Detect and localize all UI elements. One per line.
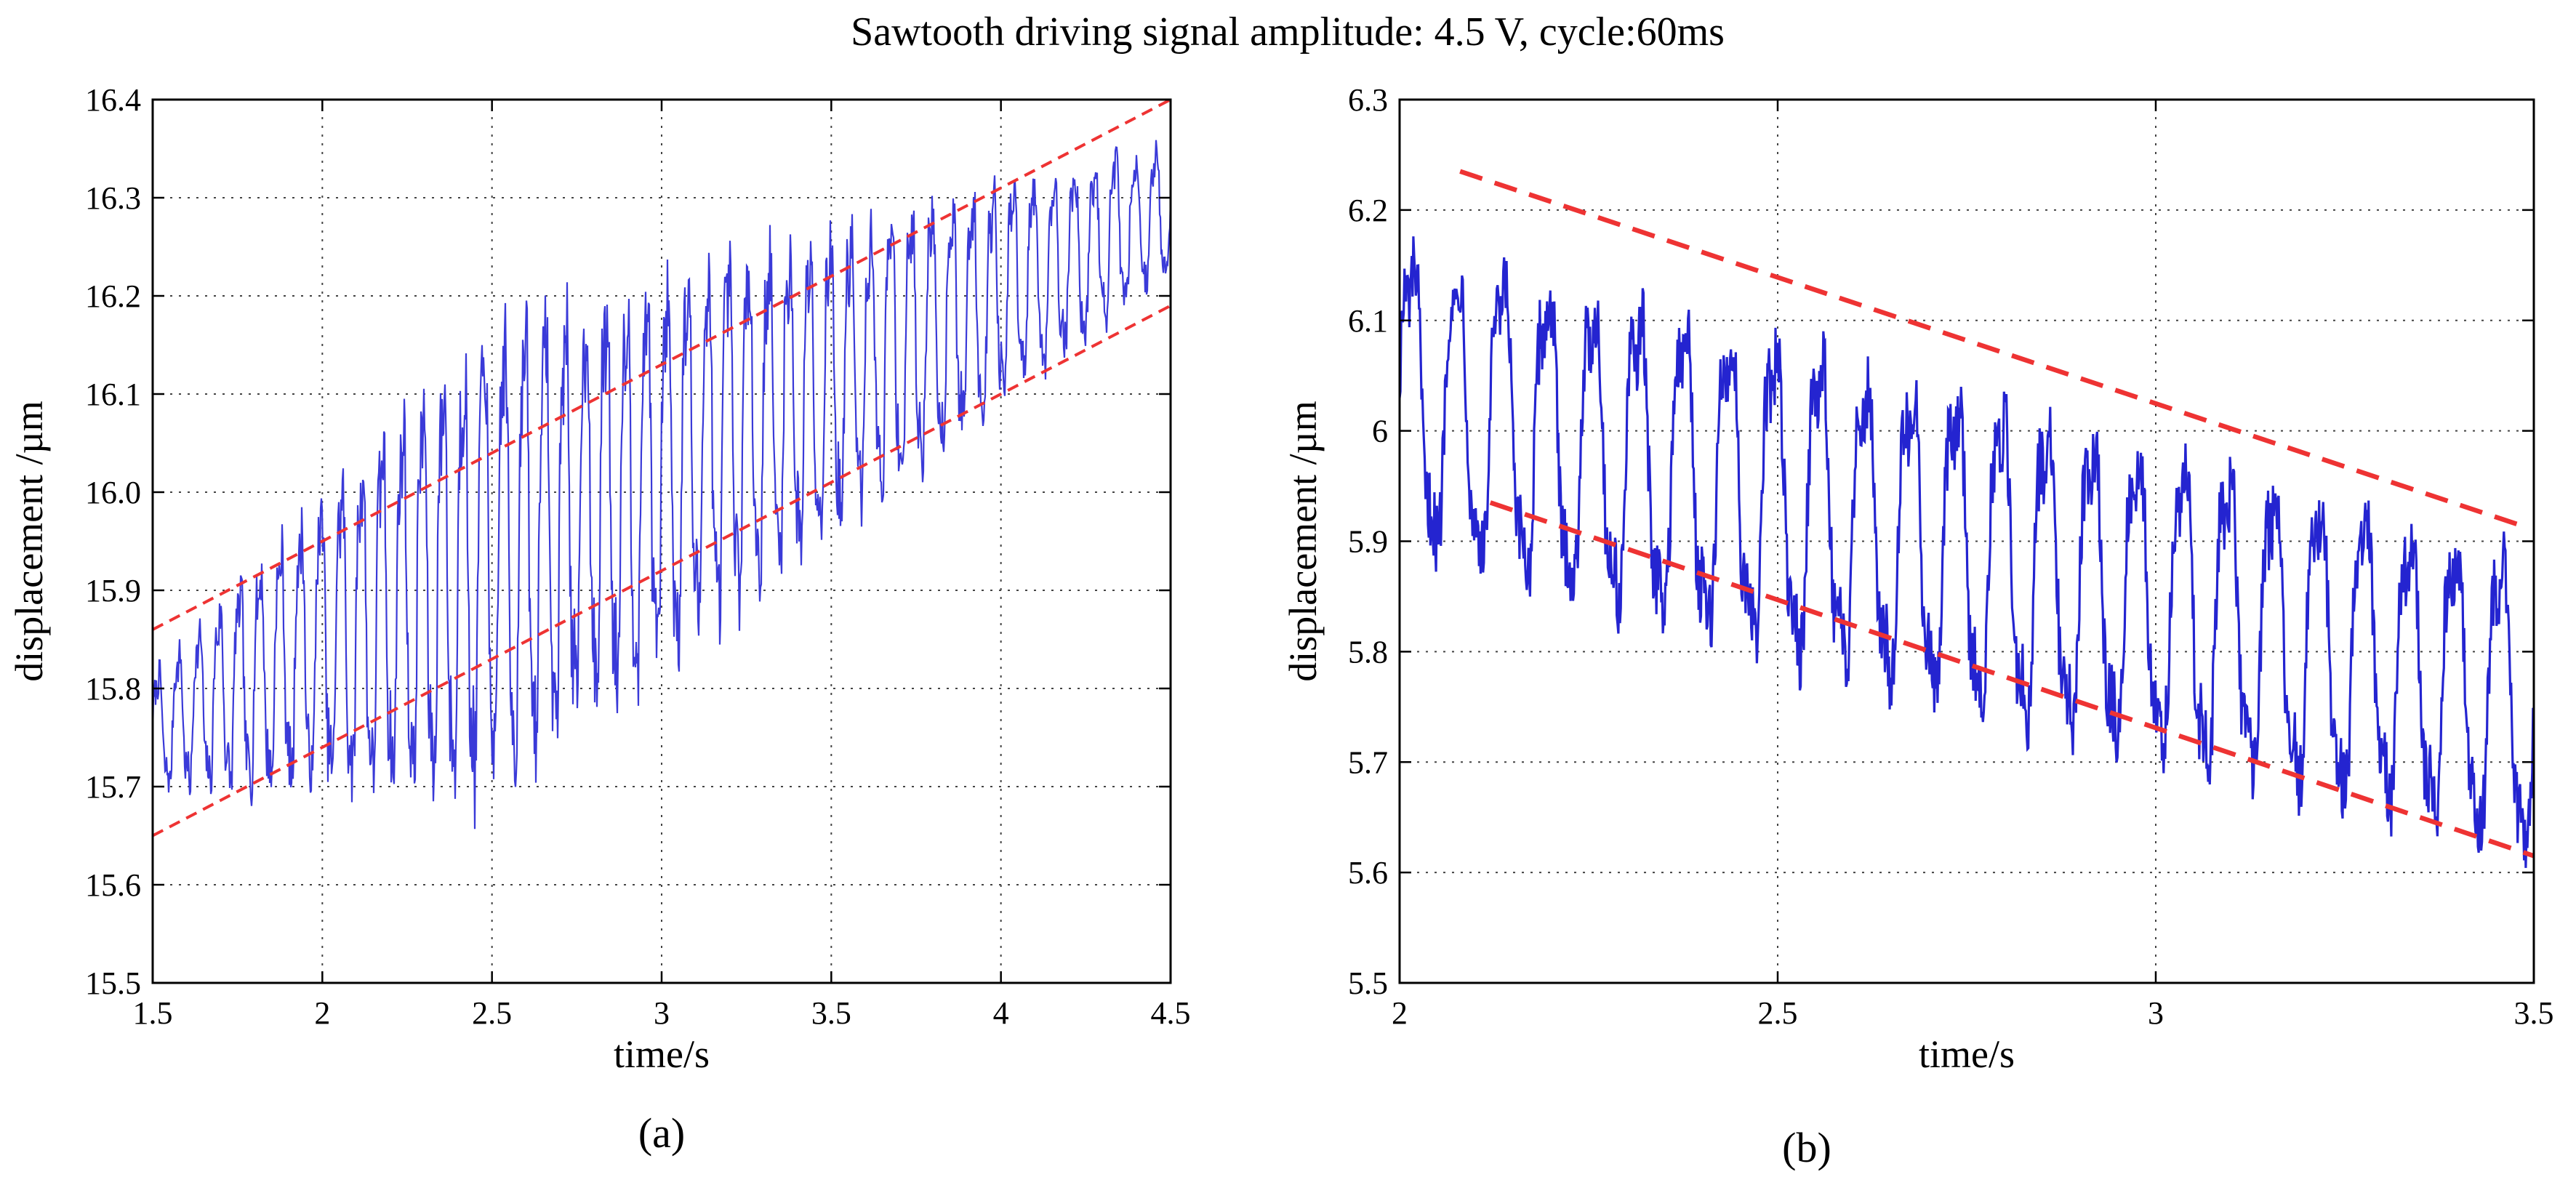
panel-label: (a) — [638, 1109, 685, 1157]
x-axis-label: time/s — [1919, 1032, 2015, 1076]
y-tick-label: 15.7 — [85, 769, 141, 805]
panel-label: (b) — [1782, 1124, 1831, 1171]
y-tick-label: 5.8 — [1348, 634, 1388, 670]
x-tick-label: 1.5 — [133, 995, 173, 1031]
x-tick-label: 3.5 — [2514, 995, 2554, 1031]
y-axis-label: displacement /µm — [7, 401, 51, 682]
x-tick-label: 2 — [1392, 995, 1408, 1031]
x-axis-label: time/s — [614, 1032, 710, 1076]
y-tick-label: 15.8 — [85, 671, 141, 707]
y-tick-label: 5.7 — [1348, 744, 1388, 780]
figure-title: Sawtooth driving signal amplitude: 4.5 V… — [851, 9, 1725, 55]
y-tick-label: 15.5 — [85, 965, 141, 1001]
y-tick-label: 16.1 — [85, 377, 141, 412]
y-tick-label: 5.5 — [1348, 965, 1388, 1001]
series-line-displacement — [153, 140, 1171, 830]
panel-a-chart: 1.5 2 2.5 3 3.5 4 4.5 15.5 15.6 15.7 15.8 15.9 16.0 1… — [7, 82, 1191, 1157]
y-tick-label: 6.2 — [1348, 193, 1388, 228]
x-tick-label: 3 — [654, 995, 670, 1031]
y-tick-label: 5.9 — [1348, 524, 1388, 560]
y-tick-label: 5.6 — [1348, 855, 1388, 891]
y-tick-label: 6 — [1372, 414, 1388, 449]
y-tick-label: 6.3 — [1348, 82, 1388, 118]
x-tick-label: 3.5 — [811, 995, 851, 1031]
series-line-displacement — [1400, 236, 2534, 868]
panel-b-chart: 2 2.5 3 3.5 5.5 5.6 5.7 5.8 5.9 6 6.1 6.2 6.3 time/s d… — [1281, 82, 2554, 1171]
lower-envelope-line — [1489, 500, 2534, 859]
y-tick-label: 15.9 — [85, 573, 141, 608]
grid — [153, 100, 1171, 983]
y-tick-label: 16.3 — [85, 180, 141, 216]
x-tick-label: 4 — [993, 995, 1009, 1031]
upper-envelope-line — [1459, 169, 2520, 527]
y-tick-label: 16.2 — [85, 278, 141, 314]
x-tick-label: 4.5 — [1151, 995, 1191, 1031]
upper-envelope-line — [153, 100, 1171, 631]
x-tick-label: 3 — [2148, 995, 2164, 1031]
y-tick-label: 6.1 — [1348, 303, 1388, 339]
y-tick-label: 16.0 — [85, 475, 141, 510]
y-axis-label: displacement /µm — [1281, 401, 1325, 682]
y-tick-label: 16.4 — [85, 82, 141, 118]
x-tick-label: 2 — [314, 995, 330, 1031]
x-tick-label: 2.5 — [1758, 995, 1798, 1031]
y-tick-label: 15.6 — [85, 867, 141, 903]
lower-envelope-line — [153, 304, 1171, 837]
x-tick-label: 2.5 — [472, 995, 512, 1031]
